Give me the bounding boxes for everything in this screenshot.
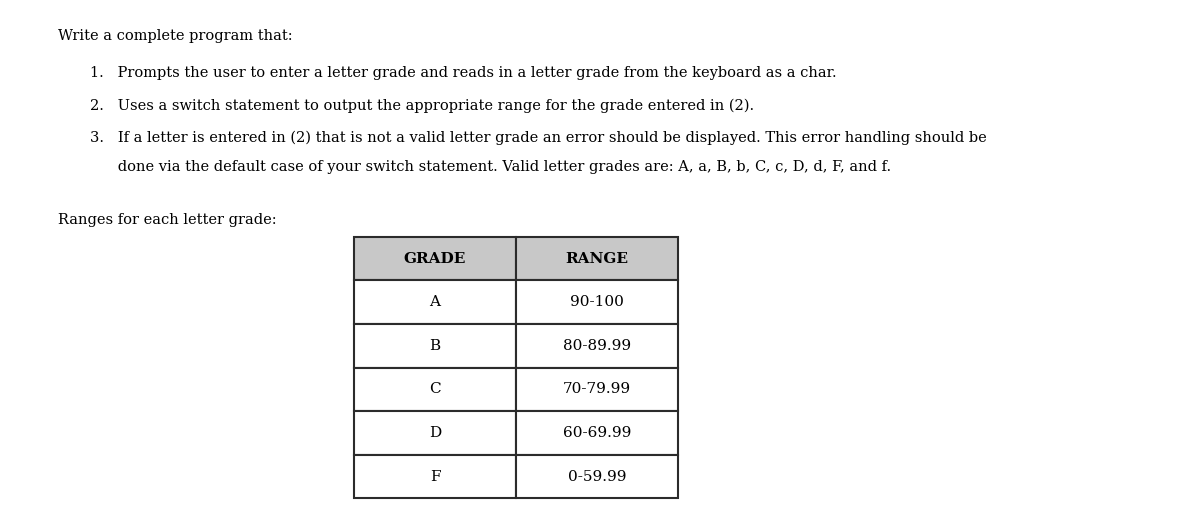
Text: B: B — [430, 339, 440, 353]
Text: Write a complete program that:: Write a complete program that: — [58, 29, 293, 43]
Text: Ranges for each letter grade:: Ranges for each letter grade: — [58, 213, 276, 227]
Text: F: F — [430, 470, 440, 484]
Text: 1.   Prompts the user to enter a letter grade and reads in a letter grade from t: 1. Prompts the user to enter a letter gr… — [90, 66, 836, 80]
Text: RANGE: RANGE — [565, 252, 629, 265]
Text: 80-89.99: 80-89.99 — [563, 339, 631, 353]
Text: done via the default case of your switch statement. Valid letter grades are: A, : done via the default case of your switch… — [90, 160, 892, 173]
Text: GRADE: GRADE — [404, 252, 466, 265]
Text: D: D — [428, 426, 442, 440]
Text: 90-100: 90-100 — [570, 295, 624, 309]
Text: 70-79.99: 70-79.99 — [563, 383, 631, 396]
Text: A: A — [430, 295, 440, 309]
Text: 2.   Uses a switch statement to output the appropriate range for the grade enter: 2. Uses a switch statement to output the… — [90, 98, 754, 113]
Text: C: C — [430, 383, 440, 396]
Text: 3.   If a letter is entered in (2) that is not a valid letter grade an error sho: 3. If a letter is entered in (2) that is… — [90, 130, 986, 145]
Text: 60-69.99: 60-69.99 — [563, 426, 631, 440]
Text: 0-59.99: 0-59.99 — [568, 470, 626, 484]
